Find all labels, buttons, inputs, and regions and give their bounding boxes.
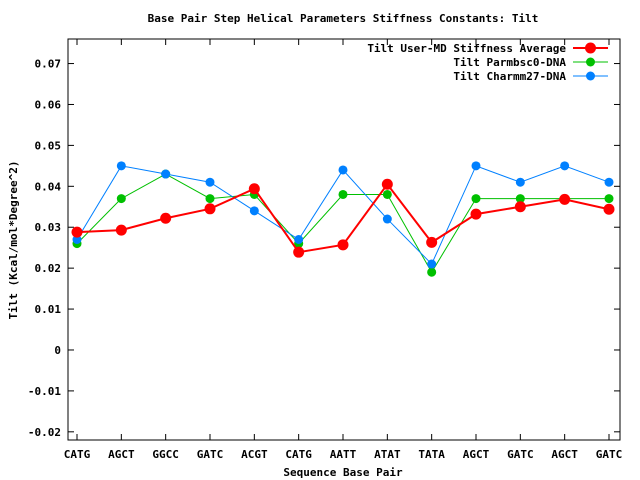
data-point	[205, 177, 215, 187]
data-point	[470, 208, 482, 220]
y-tick-label: 0.01	[35, 303, 62, 316]
data-point	[337, 239, 349, 251]
y-tick-label: 0.07	[35, 58, 62, 71]
chart-title: Base Pair Step Helical Parameters Stiffn…	[148, 12, 539, 25]
data-point	[116, 194, 126, 204]
series-1	[72, 169, 614, 277]
x-axis-label: Sequence Base Pair	[283, 466, 403, 479]
data-point	[515, 194, 525, 204]
data-point	[514, 201, 526, 213]
legend-swatch-point	[586, 57, 595, 67]
y-tick-label: 0.02	[35, 262, 62, 275]
x-tick-label: CATG	[64, 448, 91, 461]
legend-label: Tilt User-MD Stiffness Average	[367, 42, 566, 55]
legend-swatch-point	[585, 42, 596, 54]
x-tick-label: ATAT	[374, 448, 401, 461]
data-point	[471, 194, 481, 204]
data-point	[381, 178, 393, 190]
x-tick-label: GATC	[596, 448, 623, 461]
data-point	[116, 161, 126, 171]
x-tick-label: GGCC	[152, 448, 179, 461]
x-tick-label: AGCT	[463, 448, 490, 461]
data-point	[426, 236, 438, 248]
y-tick-label: -0.01	[28, 385, 61, 398]
x-tick-label: CATG	[285, 448, 312, 461]
y-tick-label: 0.05	[35, 139, 62, 152]
data-point	[248, 183, 260, 195]
data-point	[294, 235, 304, 244]
y-tick-label: 0	[54, 344, 61, 357]
legend-label: Tilt Charmm27-DNA	[453, 70, 566, 83]
x-tick-label: GATC	[507, 448, 534, 461]
data-point	[427, 267, 437, 277]
data-point	[427, 259, 437, 269]
data-point	[559, 193, 571, 205]
data-point	[338, 189, 348, 199]
data-point	[471, 161, 481, 171]
data-point	[161, 169, 171, 179]
data-point	[115, 224, 127, 236]
data-point	[382, 214, 392, 224]
legend-label: Tilt Parmbsc0-DNA	[453, 56, 566, 69]
data-point	[560, 161, 570, 171]
series-2	[72, 161, 614, 269]
y-axis: -0.02 -0.01 0 0.01 0.02 0.03 0.04 0.05 0.06 0.07	[28, 58, 620, 439]
plot-frame	[67, 38, 621, 441]
data-point	[603, 203, 615, 215]
y-axis-label: Tilt (Kcal/mol*Degree^2)	[7, 161, 20, 320]
x-tick-label: GATC	[197, 448, 224, 461]
x-tick-label: AGCT	[108, 448, 135, 461]
data-point	[71, 226, 83, 238]
data-point	[338, 165, 348, 175]
y-tick-label: 0.06	[35, 98, 62, 111]
data-point	[72, 235, 82, 244]
x-tick-label: TATA	[418, 448, 445, 461]
data-point	[604, 177, 614, 187]
series-layer	[71, 161, 615, 277]
y-tick-label: 0.03	[35, 221, 62, 234]
legend-swatch-point	[586, 71, 595, 81]
data-point	[293, 246, 305, 258]
data-point	[382, 189, 392, 199]
data-point	[205, 194, 215, 204]
data-point	[160, 212, 172, 224]
data-point	[515, 177, 525, 187]
data-point	[249, 206, 259, 216]
data-point	[204, 203, 216, 215]
series-0	[71, 178, 615, 258]
x-tick-label: ACGT	[241, 448, 268, 461]
data-point	[604, 194, 614, 204]
x-tick-label: AGCT	[551, 448, 578, 461]
y-tick-label: -0.02	[28, 426, 61, 439]
series-line	[76, 173, 609, 274]
x-axis: CATG AGCT GGCC GATC ACGT CATG AATT ATAT TATA AGCT…	[64, 39, 623, 461]
y-tick-label: 0.04	[35, 180, 62, 193]
x-tick-label: AATT	[330, 448, 357, 461]
